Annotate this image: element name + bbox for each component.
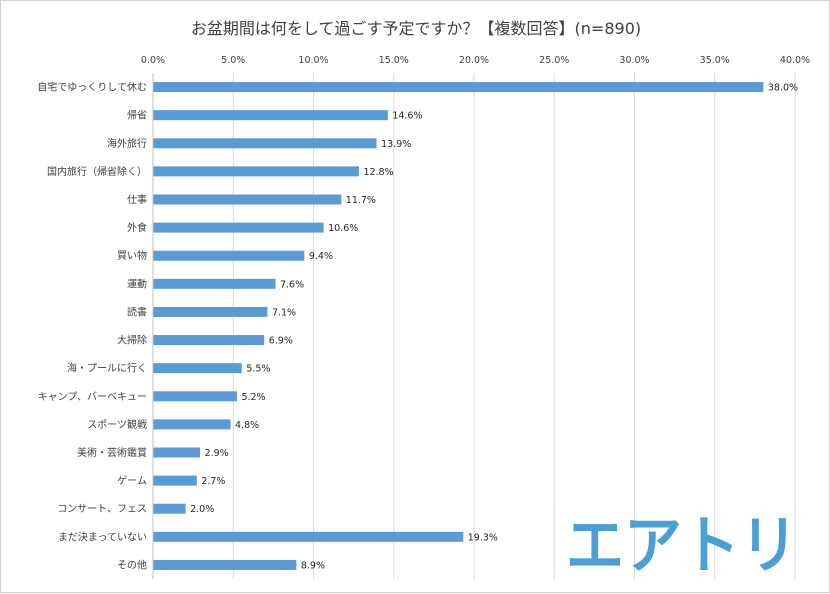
bar — [153, 278, 276, 289]
value-label: 2.7% — [201, 476, 225, 487]
category-label: スポーツ観戦 — [87, 418, 147, 431]
x-tick-label: 35.0% — [700, 55, 730, 66]
x-tick-label: 20.0% — [459, 55, 489, 66]
x-tick-label: 40.0% — [780, 55, 810, 66]
bar — [153, 419, 231, 430]
bar — [153, 503, 186, 514]
x-tick-label: 10.0% — [298, 55, 328, 66]
value-label: 8.9% — [301, 560, 325, 571]
category-label: 外食 — [127, 221, 147, 234]
category-label: ゲーム — [117, 475, 147, 487]
value-label: 19.3% — [468, 532, 498, 543]
category-label: 買い物 — [117, 249, 147, 262]
value-label: 9.4% — [309, 251, 333, 262]
value-label: 12.8% — [363, 167, 393, 178]
x-tick-label: 15.0% — [379, 55, 409, 66]
logo-text: エアトリ — [566, 513, 798, 573]
bar — [153, 391, 237, 402]
value-label: 4.8% — [235, 420, 259, 431]
value-label: 10.6% — [328, 223, 358, 234]
category-label: コンサート、フェス — [57, 503, 147, 515]
x-tick-label: 25.0% — [539, 55, 569, 66]
chart-title: お盆期間は何をして過ごす予定ですか？【複数回答】(n=890) — [190, 19, 642, 38]
value-label: 13.9% — [381, 139, 411, 150]
x-tick-label: 0.0% — [141, 55, 165, 66]
category-label: 海・プールに行く — [67, 362, 147, 375]
bar — [153, 110, 388, 121]
bar — [153, 194, 342, 205]
airtrip-logo: エアトリ — [566, 513, 798, 573]
value-label: 14.6% — [392, 111, 422, 122]
x-tick-label: 5.0% — [221, 55, 245, 66]
value-label: 2.9% — [205, 448, 229, 459]
bar — [153, 447, 201, 458]
category-label: 運動 — [127, 277, 147, 290]
category-label: 大掃除 — [117, 334, 147, 347]
category-label: 海外旅行 — [107, 137, 147, 150]
value-label: 7.6% — [280, 279, 304, 290]
bar — [153, 363, 242, 374]
value-label: 5.5% — [246, 364, 270, 375]
category-label: まだ決まっていない — [58, 531, 147, 543]
bar — [153, 475, 197, 486]
category-label: 読書 — [127, 305, 147, 318]
bar — [153, 82, 764, 93]
bar — [153, 138, 377, 149]
bar — [153, 166, 359, 177]
bar — [153, 335, 265, 346]
bar — [153, 306, 268, 317]
bar — [153, 222, 324, 233]
category-label: 国内旅行（帰省除く） — [47, 165, 147, 178]
category-label: 自宅でゆっくりして休む — [37, 81, 147, 94]
value-label: 38.0% — [768, 83, 798, 94]
bar — [153, 250, 305, 261]
bar — [153, 559, 297, 570]
category-label: 仕事 — [127, 193, 147, 206]
value-label: 5.2% — [241, 392, 265, 403]
value-label: 11.7% — [346, 195, 376, 206]
category-label: キャンプ、バーベキュー — [38, 391, 147, 403]
value-label: 2.0% — [190, 504, 214, 515]
category-label: 美術・芸術鑑賞 — [77, 446, 147, 459]
value-label: 7.1% — [272, 307, 296, 318]
category-label: その他 — [117, 558, 147, 571]
value-label: 6.9% — [269, 336, 293, 347]
category-label: 帰省 — [127, 109, 147, 122]
x-tick-label: 30.0% — [619, 55, 649, 66]
bar — [153, 531, 464, 542]
